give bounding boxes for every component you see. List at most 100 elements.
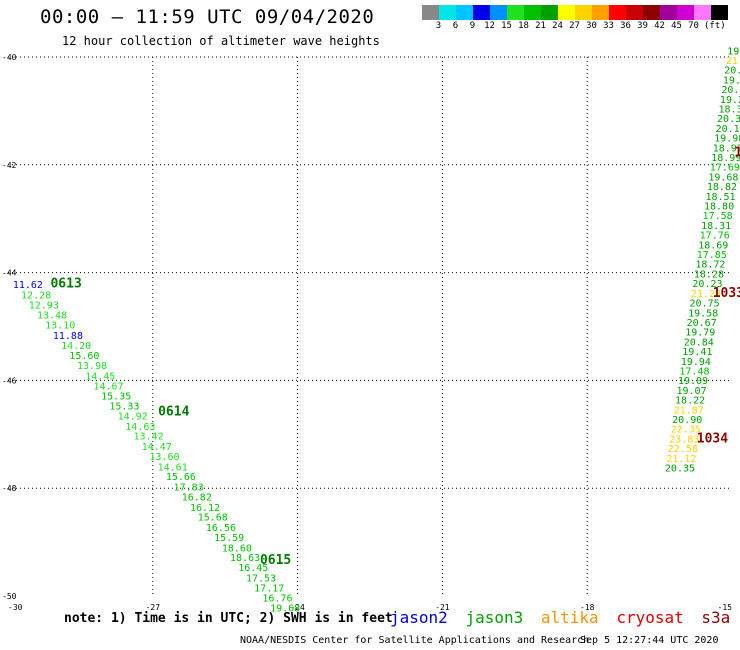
color-swatch [422,5,439,20]
credit-line: NOAA/NESDIS Center for Satellite Applica… [240,635,590,646]
wave-height-label: 20.07 [721,85,740,96]
wave-height-label: 16.82 [182,493,212,504]
wave-height-label: 17.17 [254,584,284,595]
lon-tick-label: -15 [718,603,733,612]
wave-height-label: 13.60 [149,452,179,463]
wave-height-label: 15.33 [109,402,139,413]
color-scale-label: 36 [620,21,631,31]
wave-height-label: 19.68 [270,604,300,615]
color-swatch [694,5,711,20]
pass-time-label: 0615 [260,553,291,568]
color-scale-label: 18 [518,21,529,31]
wave-height-label: 14.20 [61,341,91,352]
wave-height-label: 18.33 [718,105,740,116]
wave-height-label: 21.87 [674,405,704,416]
wave-height-label: 20.67 [687,318,717,329]
wave-height-label: 21.23 [691,289,721,300]
wave-height-label: 15.68 [198,513,228,524]
color-swatch [711,5,728,20]
wave-height-label: 12.93 [29,301,59,312]
wave-height-label: 22.35 [671,425,701,436]
color-swatch [456,5,473,20]
wave-height-label: 17.85 [697,250,727,261]
wave-height-label: 19.9 [723,75,740,86]
color-scale-label: 30 [586,21,597,31]
wave-height-label: 13.98 [77,361,107,372]
color-scale-label: 39 [637,21,648,31]
pass-time-label: 0613 [50,277,81,292]
color-swatch [558,5,575,20]
legend-cryosat: cryosat [616,608,684,627]
wave-height-label: 11.62 [13,280,43,291]
wave-height-label: 13.48 [37,310,67,321]
wave-height-label: 18.92 [713,143,740,154]
wave-height-label: 20.35 [665,463,695,474]
wave-height-label: 18.22 [675,396,705,407]
wave-height-label: 19.09 [678,376,708,387]
wave-height-label: 14.47 [142,442,172,453]
color-scale-unit: (ft) [704,21,726,31]
wave-height-label: 20.32 [717,114,740,125]
color-scale-label: 9 [469,21,476,31]
color-scale-label: 27 [569,21,580,31]
wave-height-label: 18.80 [704,202,734,213]
wave-height-label: 19. [727,46,740,57]
wave-height-label: 19.79 [685,328,715,339]
wave-height-label: 17.58 [703,211,733,222]
wave-height-label: 18.60 [222,543,252,554]
color-swatch [660,5,677,20]
wave-height-label: 18.31 [701,221,731,232]
wave-height-label: 20.90 [672,415,702,426]
legend-jason3: jason3 [465,608,524,627]
wave-height-label: 16.45 [238,563,268,574]
satellite-legend: jason2 jason3 altika cryosat s3a [390,608,738,627]
wave-height-label: 18.63 [230,553,260,564]
color-scale-label: 6 [452,21,459,31]
lon-tick-label: -30 [8,603,23,612]
wave-height-label: 14.92 [118,412,148,423]
color-swatch [439,5,456,20]
wave-height-label: 19.58 [688,308,718,319]
wave-height-label: 18.99 [711,153,740,164]
pass-time-label: 0614 [158,404,189,419]
color-swatch [541,5,558,20]
color-scale-bar [422,5,728,20]
wave-height-label: 20.75 [690,299,720,310]
wave-height-label: 20.84 [684,337,714,348]
wave-height-label: 17.53 [246,573,276,584]
generation-timestamp: Sep 5 12:27:44 UTC 2020 [580,635,719,646]
wave-height-label: 23.83 [669,434,699,445]
color-scale-label: 15 [501,21,512,31]
lat-tick-label: -44 [2,269,17,278]
color-scale-label: 24 [552,21,563,31]
lat-tick-label: -48 [2,484,17,493]
wave-height-label: 20.3 [724,66,740,77]
color-scale-label: 42 [654,21,665,31]
wave-height-label: 14.67 [93,382,123,393]
color-swatch [626,5,643,20]
page-title: 00:00 – 11:59 UTC 09/04/2020 [40,6,375,28]
wave-height-label: 12.28 [21,290,51,301]
pass-time-label: 1034 [697,431,728,446]
color-swatch [592,5,609,20]
legend-altika: altika [540,608,599,627]
wave-height-label: 16.56 [206,523,236,534]
wave-height-label: 15.35 [101,391,131,402]
color-scale-label: 33 [603,21,614,31]
lon-tick-label: -24 [290,603,305,612]
wave-height-label: 11.88 [53,331,83,342]
color-scale-labels: (ft) 3 6 9 12 15 18 21 24 27 30 33 36 39 42 45 70 [422,21,740,33]
wave-height-label: 18.51 [705,192,735,203]
wave-height-label: 19.94 [681,357,711,368]
color-swatch [677,5,694,20]
wave-height-label: 20.15 [716,124,740,135]
lat-tick-label: -40 [2,53,17,62]
footnote: note: 1) Time is in UTC; 2) SWH is in fe… [64,611,393,626]
legend-jason2: jason2 [390,608,448,627]
legend-s3a: s3a [701,608,731,627]
wave-height-label: 17.69 [710,163,740,174]
color-scale-label: 21 [535,21,546,31]
wave-height-label: 14.63 [125,422,155,433]
